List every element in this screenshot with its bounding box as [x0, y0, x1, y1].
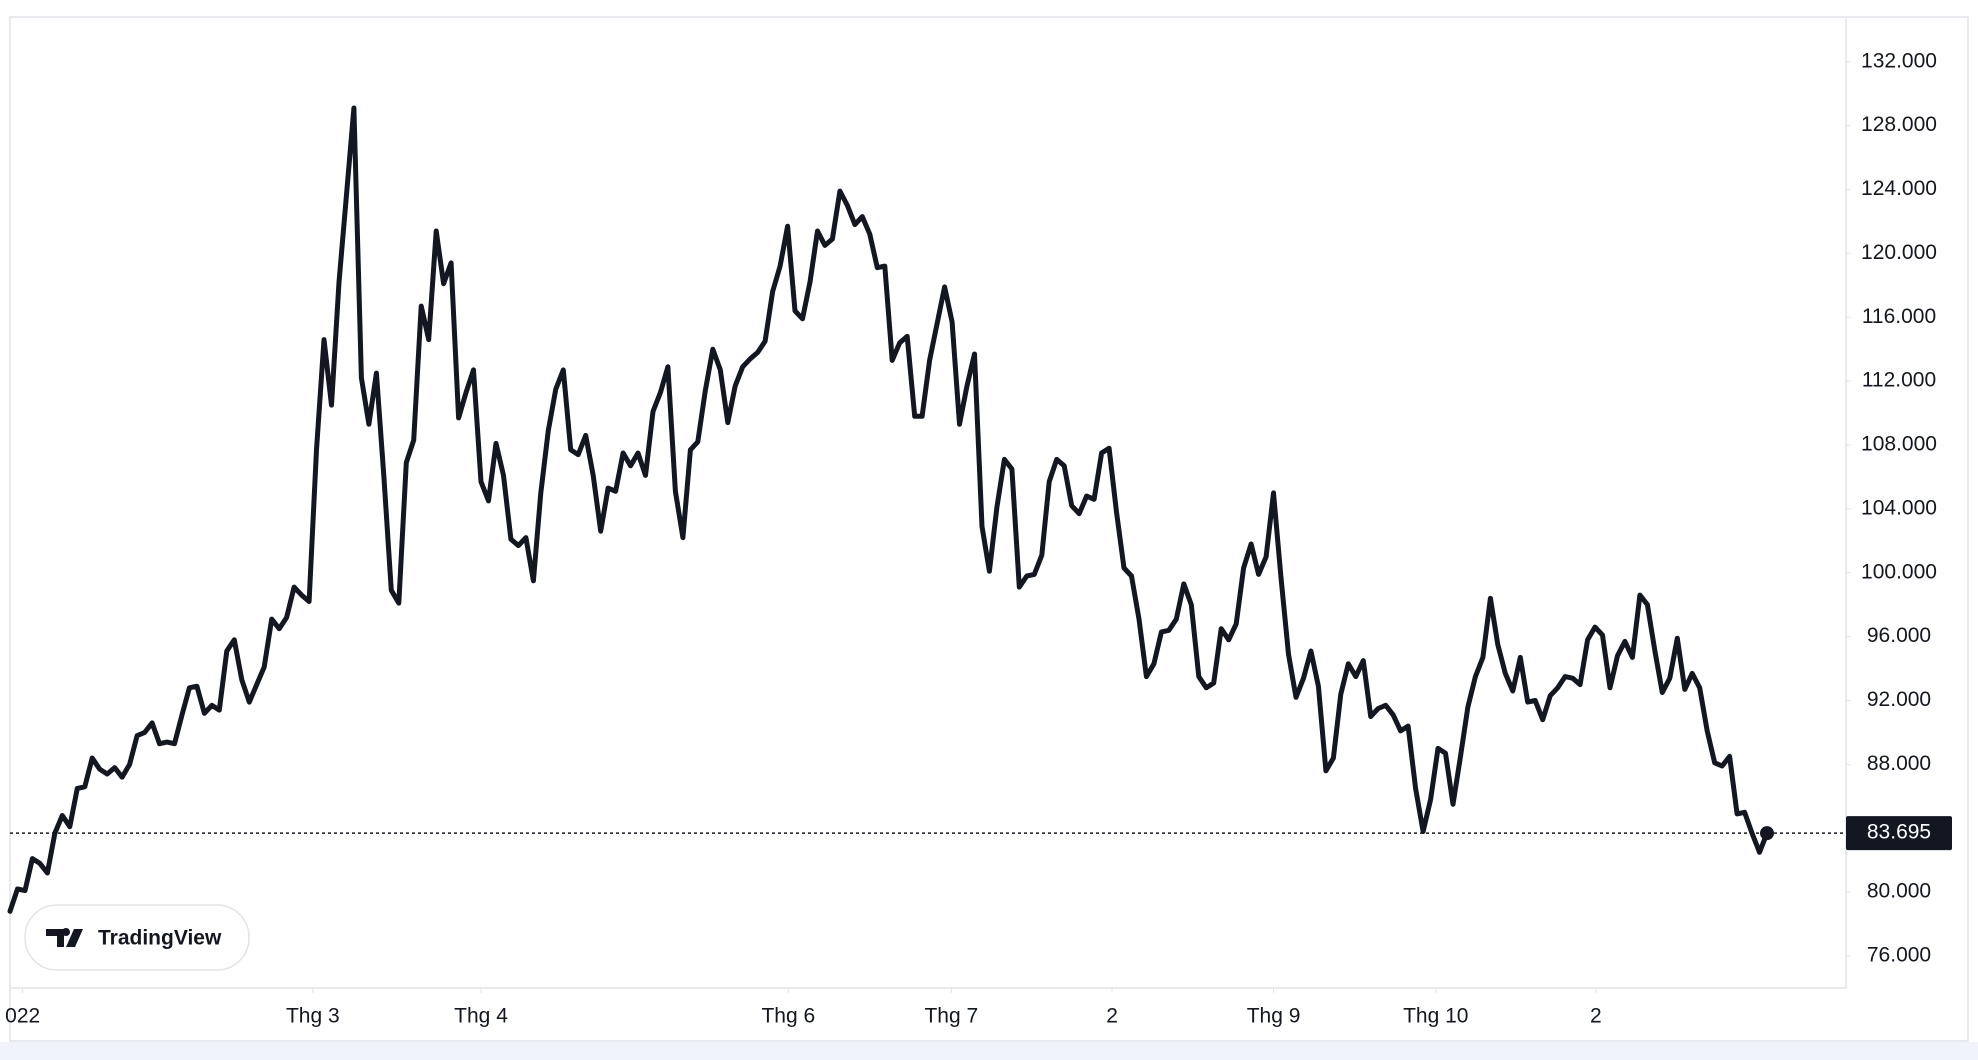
- y-tick-label: 120.000: [1861, 241, 1937, 264]
- y-tick-label: 128.000: [1861, 113, 1937, 136]
- chart-frame: [9, 16, 1969, 1042]
- y-tick-label: 108.000: [1861, 433, 1937, 456]
- watermark: TradingView: [24, 904, 250, 971]
- y-tick-label: 88.000: [1867, 752, 1931, 775]
- watermark-logo: [46, 928, 83, 947]
- last-point: [1760, 826, 1774, 841]
- x-tick-label: 2: [1106, 1005, 1118, 1028]
- x-tick-label: 022: [5, 1005, 40, 1028]
- price-line: [7, 105, 1770, 914]
- current-price-box: [1846, 816, 1952, 851]
- y-tick-label: 76.000: [1867, 944, 1931, 967]
- y-tick-label: 124.000: [1861, 177, 1937, 200]
- current-price-label: 83.695: [1867, 821, 1931, 844]
- x-tick-label: Thg 10: [1403, 1005, 1468, 1028]
- x-tick-label: Thg 3: [286, 1005, 340, 1028]
- y-tick-label: 100.000: [1861, 560, 1937, 583]
- x-tick-label: Thg 6: [761, 1005, 815, 1028]
- y-tick-label: 132.000: [1861, 49, 1937, 72]
- x-tick-label: Thg 7: [924, 1005, 978, 1028]
- bottom-bar: [0, 1042, 1978, 1060]
- y-tick-label: 96.000: [1867, 624, 1931, 647]
- plot-area: [7, 105, 1774, 914]
- y-tick-label: 104.000: [1861, 496, 1937, 519]
- watermark-text: TradingView: [98, 927, 222, 950]
- y-tick-label: 92.000: [1867, 688, 1931, 711]
- watermark-pill: [24, 904, 250, 971]
- y-tick-label: 112.000: [1862, 369, 1936, 392]
- x-tick-label: Thg 9: [1247, 1005, 1301, 1028]
- x-tick-label: Thg 4: [454, 1005, 508, 1028]
- y-tick-label: 80.000: [1867, 880, 1931, 903]
- x-tick-label: 2: [1590, 1005, 1602, 1028]
- y-tick-label: 116.000: [1862, 305, 1936, 328]
